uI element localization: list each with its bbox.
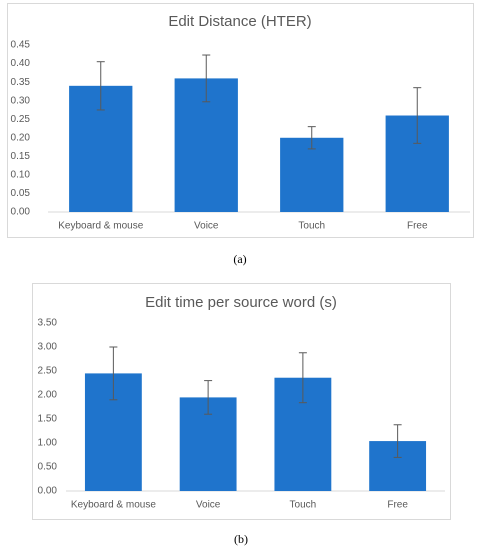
bar bbox=[280, 137, 344, 212]
y-tick-label: 0.25 bbox=[11, 114, 31, 125]
error-bar bbox=[298, 352, 307, 404]
y-tick-label: 0.10 bbox=[11, 170, 31, 181]
chart-title: Edit time per source word (s) bbox=[145, 294, 337, 311]
error-bar bbox=[413, 87, 422, 144]
error-bar bbox=[202, 54, 211, 103]
y-tick-label: 3.00 bbox=[38, 342, 58, 353]
caption: (b) bbox=[234, 532, 248, 546]
y-tick-label: 0.45 bbox=[11, 40, 31, 51]
x-tick-label: Free bbox=[407, 221, 428, 232]
x-tick-label: Voice bbox=[194, 221, 219, 232]
x-tick-label: Touch bbox=[298, 221, 325, 232]
y-tick-label: 0.00 bbox=[38, 486, 58, 497]
y-tick-label: 0.30 bbox=[11, 95, 31, 106]
y-tick-label: 0.35 bbox=[11, 77, 31, 88]
y-tick-label: 0.15 bbox=[11, 151, 31, 162]
x-tick-label: Touch bbox=[290, 500, 317, 511]
y-tick-label: 0.00 bbox=[11, 207, 31, 218]
error-bar bbox=[109, 346, 118, 401]
y-tick-label: 0.20 bbox=[11, 132, 31, 143]
y-tick-label: 0.50 bbox=[38, 462, 58, 473]
y-tick-label: 1.00 bbox=[38, 438, 58, 449]
error-bar bbox=[96, 61, 105, 111]
x-tick-label: Voice bbox=[196, 500, 221, 511]
y-tick-label: 3.50 bbox=[38, 318, 58, 329]
y-tick-label: 1.50 bbox=[38, 414, 58, 425]
y-tick-label: 0.05 bbox=[11, 188, 31, 199]
x-tick-label: Free bbox=[387, 500, 408, 511]
y-tick-label: 2.00 bbox=[38, 390, 58, 401]
error-bar bbox=[307, 126, 316, 150]
y-tick-label: 0.40 bbox=[11, 58, 31, 69]
error-bar bbox=[393, 424, 402, 458]
x-tick-label: Keyboard & mouse bbox=[58, 221, 143, 232]
x-tick-label: Keyboard & mouse bbox=[71, 500, 156, 511]
chart-title: Edit Distance (HTER) bbox=[168, 13, 311, 30]
error-bar bbox=[204, 380, 213, 415]
y-tick-label: 2.50 bbox=[38, 366, 58, 377]
caption: (a) bbox=[233, 252, 246, 266]
